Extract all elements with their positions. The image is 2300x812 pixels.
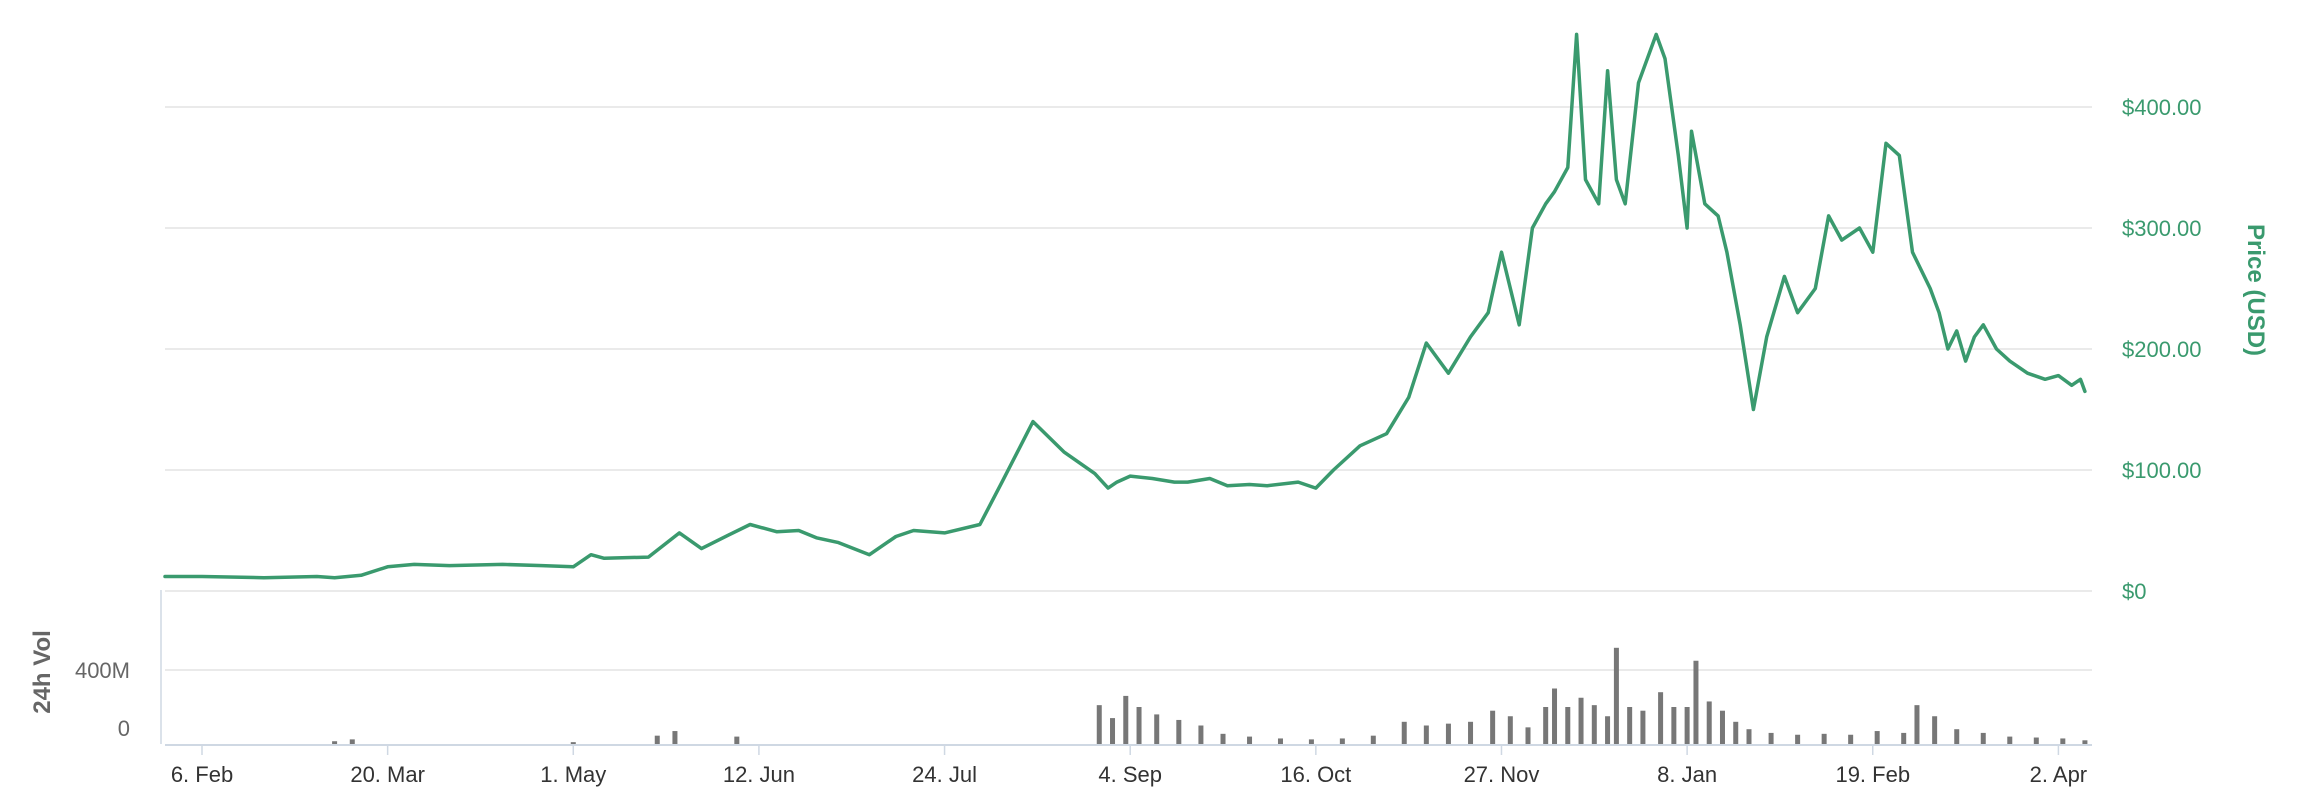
price-tick-label: $400.00 (2122, 95, 2202, 120)
volume-bar (1848, 734, 1854, 744)
volume-bar (1423, 725, 1429, 744)
volume-bar (1507, 716, 1513, 744)
price-tick-label: $100.00 (2122, 458, 2202, 483)
x-tick-label: 19. Feb (1835, 762, 1910, 787)
volume-bar (1768, 732, 1774, 744)
volume-bar (2082, 740, 2088, 744)
volume-bars (332, 647, 2088, 744)
x-tick-label: 24. Jul (912, 762, 977, 787)
x-axis-ticks: 6. Feb 20. Mar 1. May 12. Jun 24. Jul 4. Sep 1… (171, 745, 2087, 787)
price-gridlines (165, 106, 2092, 592)
x-tick-label: 8. Jan (1657, 762, 1717, 787)
volume-bar (1578, 697, 1584, 744)
volume-bar (1795, 734, 1801, 744)
volume-bar (1605, 716, 1611, 744)
volume-bar (1954, 729, 1960, 744)
volume-bar (1658, 692, 1664, 744)
price-tick-label: $200.00 (2122, 337, 2202, 362)
volume-tick-label: 400M (75, 658, 130, 683)
volume-bar (1627, 707, 1633, 744)
price-axis-title: Price (USD) (2242, 224, 2269, 356)
price-line (163, 32, 2087, 580)
volume-bar (349, 739, 355, 744)
volume-bar (1110, 718, 1116, 744)
price-tick-label: $0 (2122, 579, 2146, 604)
volume-bar (332, 741, 338, 744)
volume-axis-ticks: 0 400M (75, 658, 130, 741)
volume-bar (2060, 738, 2066, 744)
volume-bar (1746, 729, 1752, 744)
volume-bar (1220, 733, 1226, 744)
x-tick-label: 16. Oct (1280, 762, 1351, 787)
volume-bar (734, 736, 740, 744)
volume-axis-title: 24h Vol (29, 630, 56, 714)
price-line-group (163, 32, 2087, 580)
price-tick-label: $300.00 (2122, 216, 2202, 241)
volume-bar (1176, 719, 1182, 744)
volume-bar (1543, 707, 1549, 744)
volume-bar (654, 735, 660, 744)
x-tick-label: 1. May (540, 762, 606, 787)
volume-bar (1980, 732, 1986, 744)
volume-bar (1339, 738, 1345, 744)
x-tick-label: 2. Apr (2030, 762, 2087, 787)
volume-bar (1874, 731, 1880, 744)
volume-bar (1370, 735, 1376, 744)
volume-bar (1277, 738, 1283, 744)
volume-bar (1706, 701, 1712, 744)
volume-bar (1684, 707, 1690, 744)
volume-bar (570, 742, 576, 744)
volume-bar (1445, 723, 1451, 744)
volume-bar (2007, 736, 2013, 744)
volume-bar (1901, 732, 1907, 744)
volume-bar (1552, 688, 1558, 744)
volume-bar (1719, 710, 1725, 744)
x-tick-label: 27. Nov (1464, 762, 1540, 787)
volume-bar (1693, 660, 1699, 744)
volume-bar (1136, 707, 1142, 744)
volume-bar (1468, 721, 1474, 744)
volume-bar (1565, 707, 1571, 744)
x-tick-label: 20. Mar (350, 762, 425, 787)
volume-bar (1932, 716, 1938, 744)
volume-bar (2033, 737, 2039, 744)
volume-tick-label: 0 (118, 716, 130, 741)
price-axis-ticks: $0 $100.00 $200.00 $300.00 $400.00 (2122, 95, 2202, 604)
volume-bar (1525, 727, 1531, 744)
volume-bar (1401, 721, 1407, 744)
volume-bar (1247, 736, 1253, 744)
x-tick-label: 6. Feb (171, 762, 233, 787)
axis-lines (160, 590, 2092, 746)
volume-bar (1123, 695, 1129, 744)
volume-bar (1591, 705, 1597, 744)
x-tick-label: 12. Jun (723, 762, 795, 787)
volume-bar (1096, 705, 1102, 744)
volume-bar (1914, 705, 1920, 744)
volume-bar (1821, 733, 1827, 744)
volume-bar (1198, 725, 1204, 744)
volume-bar (1308, 739, 1314, 744)
volume-bar (1733, 721, 1739, 744)
volume-bar (1640, 710, 1646, 744)
volume-bar (1671, 707, 1677, 744)
volume-bar (1490, 710, 1496, 744)
volume-bar (1154, 714, 1160, 744)
volume-bar (1613, 647, 1619, 744)
x-tick-label: 4. Sep (1098, 762, 1162, 787)
volume-bar (672, 731, 678, 744)
